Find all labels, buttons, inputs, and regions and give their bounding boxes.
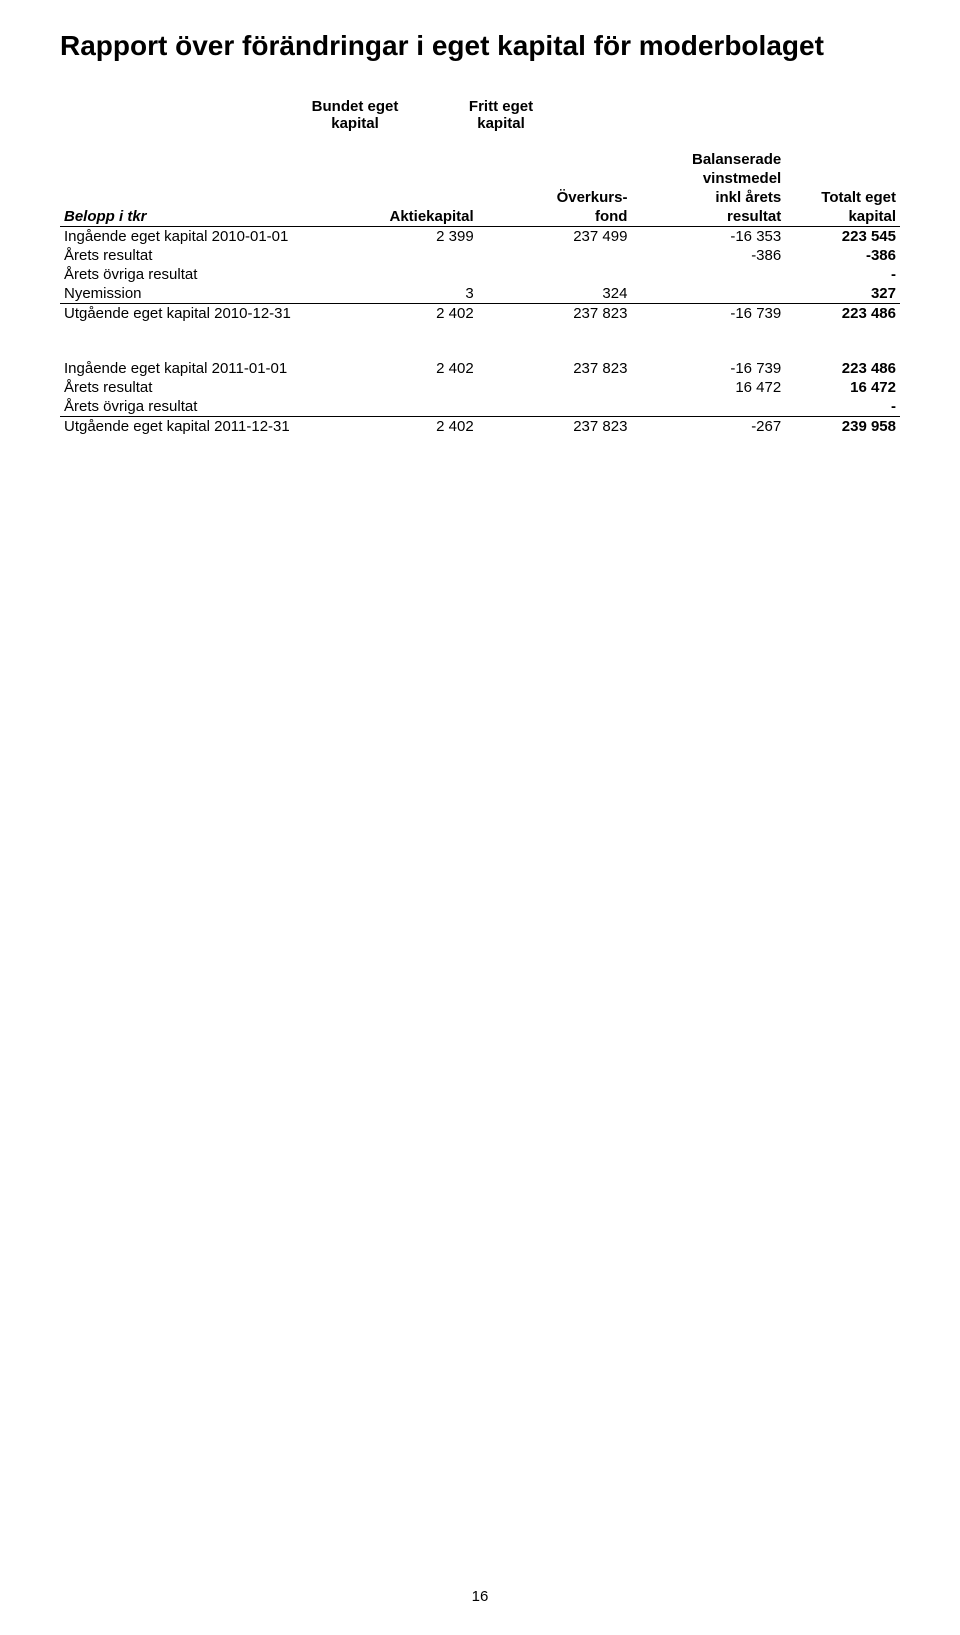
row-ok [478,265,632,284]
row-tot: 223 486 [785,359,900,378]
row-ok: 237 823 [478,359,632,378]
row-label: Årets resultat [60,246,324,265]
table-row: Årets övriga resultat - [60,397,900,417]
group-header-free: Fritt eget kapital [424,98,558,132]
col-header-tot-l1: Totalt eget [785,188,900,207]
row-ok [478,246,632,265]
row-ak [324,397,478,417]
table-row: Årets resultat 16 472 16 472 [60,378,900,397]
row-bal: 16 472 [631,378,785,397]
row-ak [324,246,478,265]
row-tot: - [785,265,900,284]
equity-table-2011: Ingående eget kapital 2011-01-01 2 402 2… [60,359,900,436]
row-ak [324,265,478,284]
row-ak: 2 402 [324,417,478,437]
row-label: Ingående eget kapital 2011-01-01 [60,359,324,378]
table-row: Ingående eget kapital 2010-01-01 2 399 2… [60,227,900,247]
row-bal [631,284,785,304]
col-header-bal-l3: inkl årets [631,188,785,207]
col-header-tot-l2: kapital [785,207,900,227]
row-label: Årets övriga resultat [60,265,324,284]
table-row-total: Utgående eget kapital 2011-12-31 2 402 2… [60,417,900,437]
group-header-bound: Bundet eget kapital [290,98,424,132]
col-header-bal-l1: Balanserade [631,150,785,169]
group-header-spacer [60,98,290,132]
row-tot: 327 [785,284,900,304]
col-header-overkurs-l2: fond [478,207,632,227]
row-bal: -16 739 [631,359,785,378]
row-bal: -386 [631,246,785,265]
row-label: Årets resultat [60,378,324,397]
row-ok: 237 823 [478,304,632,324]
row-label: Utgående eget kapital 2011-12-31 [60,417,324,437]
row-tot: 223 545 [785,227,900,247]
group-header-spacer2 [558,98,692,132]
row-ak: 2 399 [324,227,478,247]
page: Rapport över förändringar i eget kapital… [0,0,960,1635]
row-tot: - [785,397,900,417]
page-title: Rapport över förändringar i eget kapital… [60,30,900,62]
row-ok: 324 [478,284,632,304]
group-header-spacer3 [692,98,792,132]
row-tot: -386 [785,246,900,265]
row-ok [478,397,632,417]
row-ak: 2 402 [324,359,478,378]
row-ok: 237 823 [478,417,632,437]
col-header-aktiekapital: Aktiekapital [324,207,478,227]
row-bal [631,265,785,284]
equity-table-2010: Balanserade vinstmedel Överkurs- inkl år… [60,150,900,323]
row-ok [478,378,632,397]
row-label: Nyemission [60,284,324,304]
page-number: 16 [0,1588,960,1605]
row-ok: 237 499 [478,227,632,247]
col-header-bal-l4: resultat [631,207,785,227]
row-bal: -16 353 [631,227,785,247]
row-label: Årets övriga resultat [60,397,324,417]
table-row: Nyemission 3 324 327 [60,284,900,304]
group-header-row: Bundet eget kapital Fritt eget kapital [60,98,900,132]
col-header-overkurs-l1: Överkurs- [478,188,632,207]
col-header-bal-l2: vinstmedel [631,169,785,188]
table-row: Årets övriga resultat - [60,265,900,284]
row-ak: 3 [324,284,478,304]
table-row-total: Utgående eget kapital 2010-12-31 2 402 2… [60,304,900,324]
row-label: Ingående eget kapital 2010-01-01 [60,227,324,247]
row-bal: -267 [631,417,785,437]
row-ak: 2 402 [324,304,478,324]
row-tot: 16 472 [785,378,900,397]
table-row: Ingående eget kapital 2011-01-01 2 402 2… [60,359,900,378]
col-header-label: Belopp i tkr [60,207,324,227]
row-tot: 239 958 [785,417,900,437]
row-bal: -16 739 [631,304,785,324]
block-gap [60,323,900,359]
row-bal [631,397,785,417]
table-row: Årets resultat -386 -386 [60,246,900,265]
row-ak [324,378,478,397]
row-tot: 223 486 [785,304,900,324]
row-label: Utgående eget kapital 2010-12-31 [60,304,324,324]
